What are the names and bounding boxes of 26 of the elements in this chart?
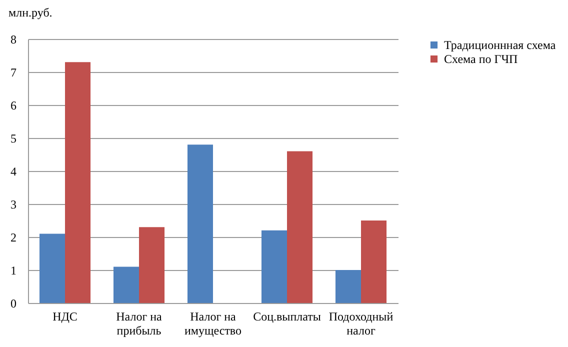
y-axis-title: млн.руб. xyxy=(8,6,52,20)
x-tick-label: Подоходный налог xyxy=(328,310,394,338)
y-tick-label: 1 xyxy=(10,264,16,278)
bar xyxy=(361,220,387,303)
bar xyxy=(335,270,361,303)
y-tick-label: 6 xyxy=(10,98,16,112)
x-tick-label: Налог на прибыль xyxy=(116,310,163,338)
y-tick-label: 7 xyxy=(10,66,16,80)
y-tick-label: 2 xyxy=(10,230,16,244)
legend-label: Традиционнная схема xyxy=(444,38,556,52)
bar xyxy=(113,266,139,303)
y-tick-label: 0 xyxy=(10,296,16,310)
bar xyxy=(139,227,165,303)
y-tick-label: 8 xyxy=(10,32,16,46)
y-tick-label: 5 xyxy=(10,132,16,146)
y-tick-label: 4 xyxy=(10,164,16,178)
x-tick-label: Соц.выплаты xyxy=(253,310,321,324)
bar xyxy=(65,62,91,303)
bar xyxy=(39,234,65,303)
x-tick-label: НДС xyxy=(52,310,78,324)
x-tick-label: Налог на имущество xyxy=(184,310,242,338)
legend-label: Схема по ГЧП xyxy=(444,52,518,66)
y-tick-label: 3 xyxy=(10,198,16,212)
bar xyxy=(287,151,313,303)
bar xyxy=(261,230,287,303)
bar xyxy=(187,144,213,303)
